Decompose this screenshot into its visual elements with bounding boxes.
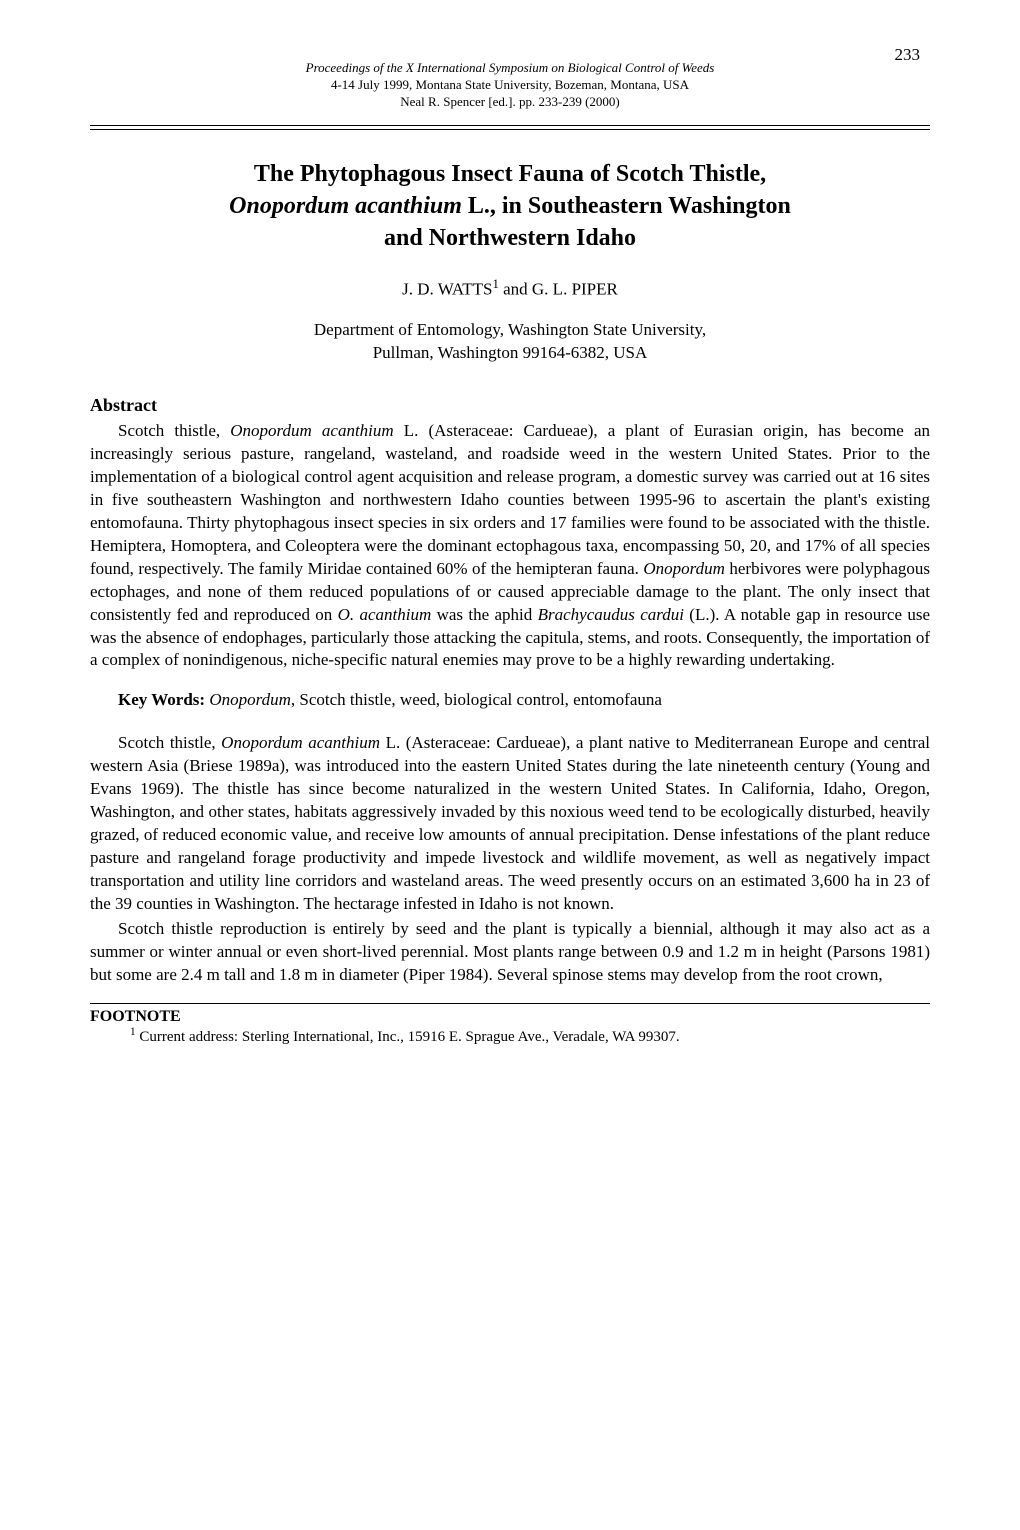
abstract-species-2: O. acanthium (338, 605, 432, 624)
header-line-2: 4-14 July 1999, Montana State University… (90, 77, 930, 94)
keywords-rest: , Scotch thistle, weed, biological contr… (291, 690, 662, 709)
author-joiner: and (499, 280, 532, 299)
footnote-rule (90, 1003, 930, 1004)
title-line-1: The Phytophagous Insect Fauna of Scotch … (254, 161, 766, 187)
running-header: Proceedings of the X International Sympo… (90, 60, 930, 111)
article-title: The Phytophagous Insect Fauna of Scotch … (90, 158, 930, 255)
page-number: 233 (895, 45, 921, 65)
abstract-text-2: L. (Asteraceae: Cardueae), a plant of Eu… (90, 421, 930, 578)
affiliation: Department of Entomology, Washington Sta… (90, 318, 930, 366)
keywords-label: Key Words: (118, 690, 205, 709)
abstract-genus: Onopordum (643, 559, 725, 578)
body-p1-rest: L. (Asteraceae: Cardueae), a plant nativ… (90, 733, 930, 913)
abstract-species-1: Onopordum acanthium (230, 421, 393, 440)
title-species: Onopordum acanthium (229, 193, 462, 219)
body-p1-pre: Scotch thistle, (118, 733, 221, 752)
author-line: J. D. WATTS1 and G. L. PIPER (90, 277, 930, 300)
header-line-1: Proceedings of the X International Sympo… (90, 60, 930, 77)
footnote-heading: FOOTNOTE (90, 1008, 930, 1026)
body-paragraph-1: Scotch thistle, Onopordum acanthium L. (… (90, 732, 930, 916)
abstract-heading: Abstract (90, 395, 930, 416)
header-line-3: Neal R. Spencer [ed.]. pp. 233-239 (2000… (90, 94, 930, 111)
body-p2-text: Scotch thistle reproduction is entirely … (90, 919, 930, 984)
author-1: J. D. WATTS (402, 280, 492, 299)
header-rule-top (90, 125, 930, 126)
affiliation-line-1: Department of Entomology, Washington Sta… (314, 320, 706, 339)
keywords-line: Key Words: Onopordum, Scotch thistle, we… (90, 690, 930, 710)
footnote-body: Current address: Sterling International,… (136, 1029, 680, 1045)
header-rule-bottom (90, 129, 930, 130)
body-p1-species: Onopordum acanthium (221, 733, 380, 752)
body-paragraph-2: Scotch thistle reproduction is entirely … (90, 918, 930, 987)
abstract-text-4: was the aphid (431, 605, 537, 624)
footnote-text: 1 Current address: Sterling Internationa… (90, 1026, 930, 1046)
title-line-2-rest: L., in Southeastern Washington (462, 193, 791, 219)
abstract-body: Scotch thistle, Onopordum acanthium L. (… (90, 420, 930, 672)
abstract-text-1: Scotch thistle, (118, 421, 230, 440)
keywords-italic: Onopordum (209, 690, 291, 709)
title-line-3: and Northwestern Idaho (384, 225, 636, 251)
affiliation-line-2: Pullman, Washington 99164-6382, USA (373, 343, 648, 362)
author-2: G. L. PIPER (532, 280, 618, 299)
abstract-species-3: Brachycaudus cardui (538, 605, 684, 624)
